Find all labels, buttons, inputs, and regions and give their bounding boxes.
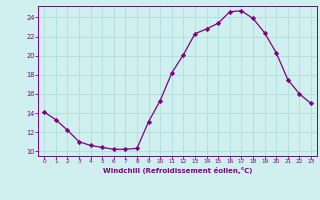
X-axis label: Windchill (Refroidissement éolien,°C): Windchill (Refroidissement éolien,°C) <box>103 167 252 174</box>
